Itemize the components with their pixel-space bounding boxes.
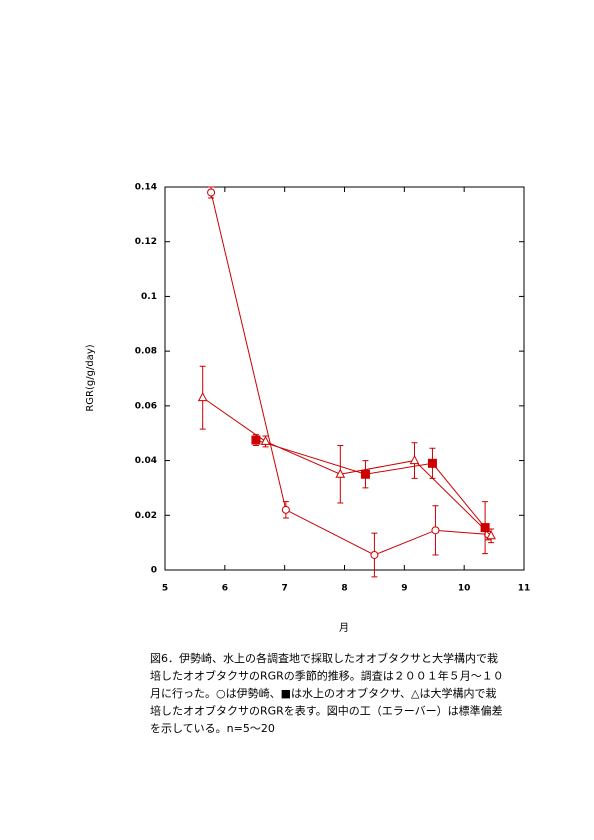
y-tick-label: 0.06: [135, 401, 157, 411]
point: [281, 505, 290, 514]
y-tick-label: 0.14: [135, 183, 157, 193]
x-tick-label: 11: [518, 584, 531, 594]
series-line: [255, 439, 486, 528]
point: [480, 523, 490, 533]
y-tick-label: 0.02: [135, 511, 157, 521]
series-line: [202, 397, 492, 537]
point: [207, 188, 216, 197]
point: [409, 455, 420, 465]
x-tick-label: 5: [162, 584, 168, 594]
caption-line: 培したオオブタクサのRGRを表す。図中の工（エラーバー）は標準偏差: [150, 704, 503, 718]
x-tick-label: 8: [341, 584, 347, 594]
y-axis-label: RGR(g/g/day): [85, 344, 96, 411]
point: [427, 458, 437, 468]
x-tick-label: 10: [458, 584, 471, 594]
point: [486, 530, 496, 540]
point: [335, 468, 346, 478]
x-tick-label: 7: [282, 584, 288, 594]
point: [251, 435, 261, 445]
caption-line: 月に行った。○は伊勢崎、■は水上のオオブタクサ、△は大学構内で栽: [150, 686, 496, 700]
y-tick-label: 0.1: [141, 292, 157, 302]
y-tick-label: 0.12: [135, 237, 157, 247]
caption-line: を示している。n=5～20: [150, 722, 275, 735]
point: [197, 392, 208, 402]
y-tick-label: 0.08: [135, 347, 157, 357]
x-tick-label: 9: [401, 584, 407, 594]
plot-frame: [164, 186, 525, 571]
caption-line: 培したオオブタクサのRGRの季節的推移。調査は２００１年５月～１０: [150, 669, 504, 683]
point: [431, 526, 440, 535]
series-line: [210, 192, 489, 556]
y-tick-label: 0: [151, 566, 157, 576]
y-tick-label: 0.04: [135, 456, 157, 466]
x-axis-label: 月: [339, 622, 349, 634]
caption-line: 図6．伊勢崎、水上の各調査地で採取したオオブタクサと大学構内で栽: [150, 651, 498, 665]
point: [260, 435, 271, 445]
x-tick-label: 6: [222, 584, 228, 594]
point: [370, 550, 379, 559]
point: [360, 469, 370, 479]
